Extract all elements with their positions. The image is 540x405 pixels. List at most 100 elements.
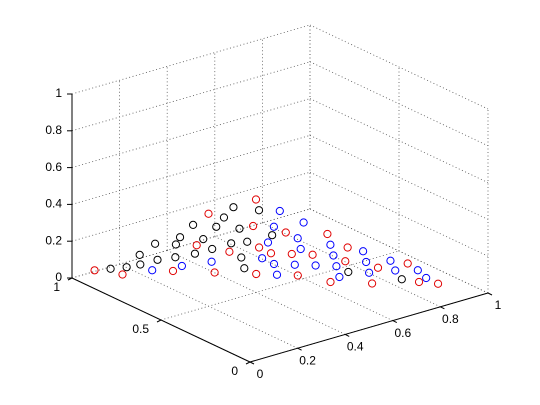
x-tick-label: 0.6 [394, 326, 411, 340]
point [362, 257, 371, 267]
point [296, 244, 305, 254]
point [266, 249, 276, 258]
point [386, 256, 395, 265]
point [122, 263, 131, 272]
point [281, 228, 290, 237]
point [106, 264, 115, 273]
point [323, 229, 332, 239]
point [359, 247, 368, 256]
point [332, 262, 341, 271]
point [252, 269, 261, 279]
point [343, 243, 352, 252]
point [90, 266, 99, 275]
tick-mark [249, 361, 255, 365]
point [293, 271, 302, 280]
grid-line [309, 208, 489, 294]
point [175, 233, 185, 242]
z-tick-label: 1 [55, 86, 62, 100]
point [254, 206, 264, 215]
point [414, 277, 424, 287]
point [287, 249, 296, 259]
grid-line [71, 208, 311, 279]
grid-line [309, 98, 489, 183]
grid-line [309, 135, 489, 220]
point [227, 239, 236, 248]
tick-mark [487, 292, 493, 296]
point [403, 259, 412, 268]
z-tick-label: 0.2 [45, 233, 62, 247]
grid-line [71, 98, 311, 168]
point [326, 240, 335, 249]
y-tick-label: 0.5 [132, 322, 149, 336]
point [344, 267, 353, 277]
grid-line [262, 222, 441, 308]
point [413, 266, 422, 275]
axis-line [249, 292, 489, 363]
point [235, 224, 244, 233]
point [204, 209, 213, 218]
point [207, 257, 216, 266]
grid-line [309, 61, 489, 147]
point [275, 206, 284, 216]
point [153, 255, 162, 264]
point [341, 257, 350, 266]
point [335, 272, 344, 282]
point [373, 263, 383, 272]
grid-line [309, 171, 489, 257]
point [225, 247, 234, 256]
point [269, 222, 278, 231]
point [329, 251, 338, 260]
grid-line [167, 250, 346, 335]
x-tick-label: 0.2 [299, 353, 316, 367]
point [263, 238, 273, 247]
point [308, 250, 317, 259]
tick-mark [440, 306, 445, 310]
x-tick-label: 0.8 [442, 312, 459, 326]
point [258, 254, 267, 263]
point [199, 235, 208, 244]
point [190, 249, 200, 258]
point [240, 264, 249, 273]
y-tick-label: 0 [231, 364, 238, 378]
x-tick-label: 0 [257, 367, 264, 381]
point [148, 266, 157, 275]
tick-mark [297, 347, 302, 351]
point [210, 268, 219, 277]
grid-line [71, 135, 311, 205]
x-tick-label: 0.4 [347, 340, 364, 354]
point [433, 279, 443, 288]
grid-line [71, 171, 311, 242]
point [151, 239, 160, 248]
point [219, 213, 229, 222]
grid-line [309, 24, 489, 110]
point [212, 222, 221, 231]
point [293, 234, 302, 243]
z-tick-label: 0.8 [45, 123, 62, 137]
point [237, 253, 246, 262]
tick-mark [245, 361, 251, 365]
point [368, 279, 377, 288]
point [118, 270, 127, 279]
point [229, 203, 238, 212]
point [397, 275, 406, 284]
point [268, 231, 277, 240]
point [136, 260, 145, 269]
point [290, 260, 299, 269]
grid-line [71, 24, 311, 95]
tick-mark [392, 320, 398, 324]
point [177, 261, 186, 271]
tick-mark [344, 333, 350, 337]
point [188, 220, 198, 229]
point [135, 250, 144, 259]
point [299, 218, 308, 227]
tick-mark [156, 319, 162, 323]
point [272, 270, 282, 279]
point [311, 261, 320, 270]
point [422, 273, 431, 283]
grid-line [71, 61, 311, 132]
grid-line [160, 250, 400, 321]
point [251, 195, 261, 204]
point [269, 259, 279, 269]
